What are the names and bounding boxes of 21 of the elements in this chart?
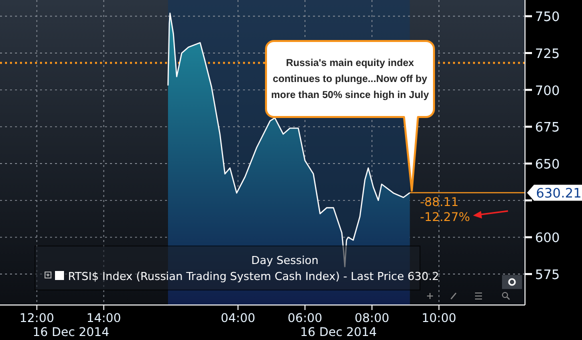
legend-label: RTSI$ Index (Russian Trading System Cash Index) - Last Price 630.2 — [68, 270, 439, 283]
x-tick-label: 10:00 — [422, 311, 456, 325]
y-tick-label: 700 — [535, 84, 560, 99]
annotation: Russia's main equity index continues to plunge...Now off by more than 50% since high in July — [271, 58, 430, 101]
band-label: Day Session — [251, 254, 319, 267]
x-tick-label: 12:00 — [20, 311, 54, 325]
text: 16 Dec 2014 — [32, 325, 110, 339]
y-tick-label: 750 — [535, 10, 560, 26]
y-tick-label: 575 — [535, 268, 560, 284]
x-tick-label: 04:00 — [220, 311, 256, 325]
x-tick-label: 14:00 — [86, 311, 122, 325]
y-tick-label: 600 — [535, 231, 560, 246]
annotation: -12.27% — [420, 210, 470, 224]
ref-line-label: 630.21 — [536, 186, 582, 202]
y-tick-label: 725 — [535, 47, 560, 62]
x-tick-label: 06:00 — [288, 311, 322, 325]
x-tick-label: 08:00 — [354, 311, 390, 325]
text: 16 Dec 2014 — [300, 325, 377, 339]
y-tick-label: 650 — [535, 158, 560, 173]
y-tick-label: 675 — [535, 120, 560, 136]
annotation: -88.11 — [420, 195, 459, 209]
